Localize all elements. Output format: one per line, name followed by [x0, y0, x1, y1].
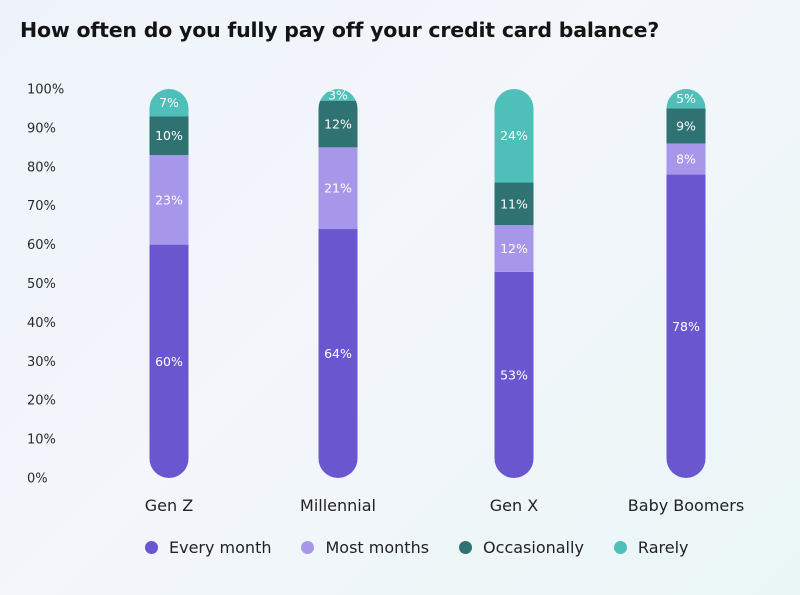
data-label: 21% [324, 181, 352, 196]
legend-item: Most months [301, 538, 429, 557]
data-label: 64% [324, 346, 352, 361]
x-category-label: Millennial [300, 496, 376, 515]
legend-swatch-icon [459, 541, 473, 554]
legend-label: Most months [325, 538, 430, 557]
y-tick-label: 10% [27, 433, 56, 448]
data-label: 11% [500, 196, 528, 211]
bar-segment-rarely [318, 89, 358, 101]
bar-segment-occasionally [318, 100, 358, 148]
chart-title: How often do you fully pay off your cred… [20, 18, 660, 42]
legend-label: Every month [169, 538, 272, 557]
y-tick-label: 80% [27, 160, 56, 175]
bar-stack [494, 89, 534, 478]
legend-item: Rarely [613, 538, 689, 557]
data-label: 9% [676, 118, 696, 133]
bar-stack [318, 89, 358, 478]
bar-segment-rarely [666, 89, 706, 109]
data-label: 78% [672, 319, 700, 334]
data-label: 10% [155, 128, 183, 143]
data-label: 3% [328, 87, 348, 102]
data-label: 12% [324, 117, 352, 132]
legend-swatch-icon [145, 541, 158, 554]
bar-segment-every-month [318, 229, 358, 478]
data-label: 53% [500, 367, 528, 382]
legend-swatch-icon [613, 541, 627, 554]
chart-legend: Every month Most months Occasionally Rarely [145, 538, 688, 557]
y-tick-label: 30% [27, 355, 56, 370]
data-label: 24% [500, 128, 528, 143]
legend-label: Rarely [637, 538, 689, 557]
legend-label: Occasionally [483, 538, 584, 557]
x-category-label: Gen Z [145, 496, 193, 515]
y-tick-label: 60% [27, 238, 56, 253]
data-label: 23% [155, 192, 183, 207]
bar-segment-occasionally [149, 116, 189, 156]
bar-segment-most-months [149, 155, 189, 245]
y-tick-label: 70% [27, 199, 56, 214]
data-label: 5% [676, 91, 696, 106]
y-tick-label: 50% [27, 277, 56, 292]
bar-segment-every-month [494, 271, 534, 478]
bar-stack [149, 89, 189, 478]
data-label: 8% [676, 152, 696, 167]
legend-swatch-icon [301, 541, 315, 554]
bar-segment-occasionally [666, 108, 706, 144]
data-label: 60% [155, 354, 183, 369]
bar-segment-most-months [666, 143, 706, 175]
y-tick-label: 0% [27, 472, 48, 487]
bar-segment-most-months [494, 225, 534, 272]
y-tick-label: 40% [27, 316, 56, 331]
legend-item: Occasionally [459, 538, 584, 557]
y-tick-label: 100% [27, 83, 64, 98]
bar-segment-most-months [318, 147, 358, 230]
bar-segment-every-month [666, 174, 706, 478]
legend-item: Every month [145, 538, 271, 557]
bar-stack [666, 89, 706, 478]
data-label: 7% [159, 95, 179, 110]
x-category-label: Gen X [490, 496, 538, 515]
bar-segment-rarely [494, 89, 534, 183]
bar-segment-every-month [149, 244, 189, 478]
y-tick-label: 90% [27, 121, 56, 136]
bar-segment-occasionally [494, 182, 534, 226]
x-category-label: Baby Boomers [628, 496, 744, 515]
y-tick-label: 20% [27, 394, 56, 409]
data-label: 12% [500, 241, 528, 256]
